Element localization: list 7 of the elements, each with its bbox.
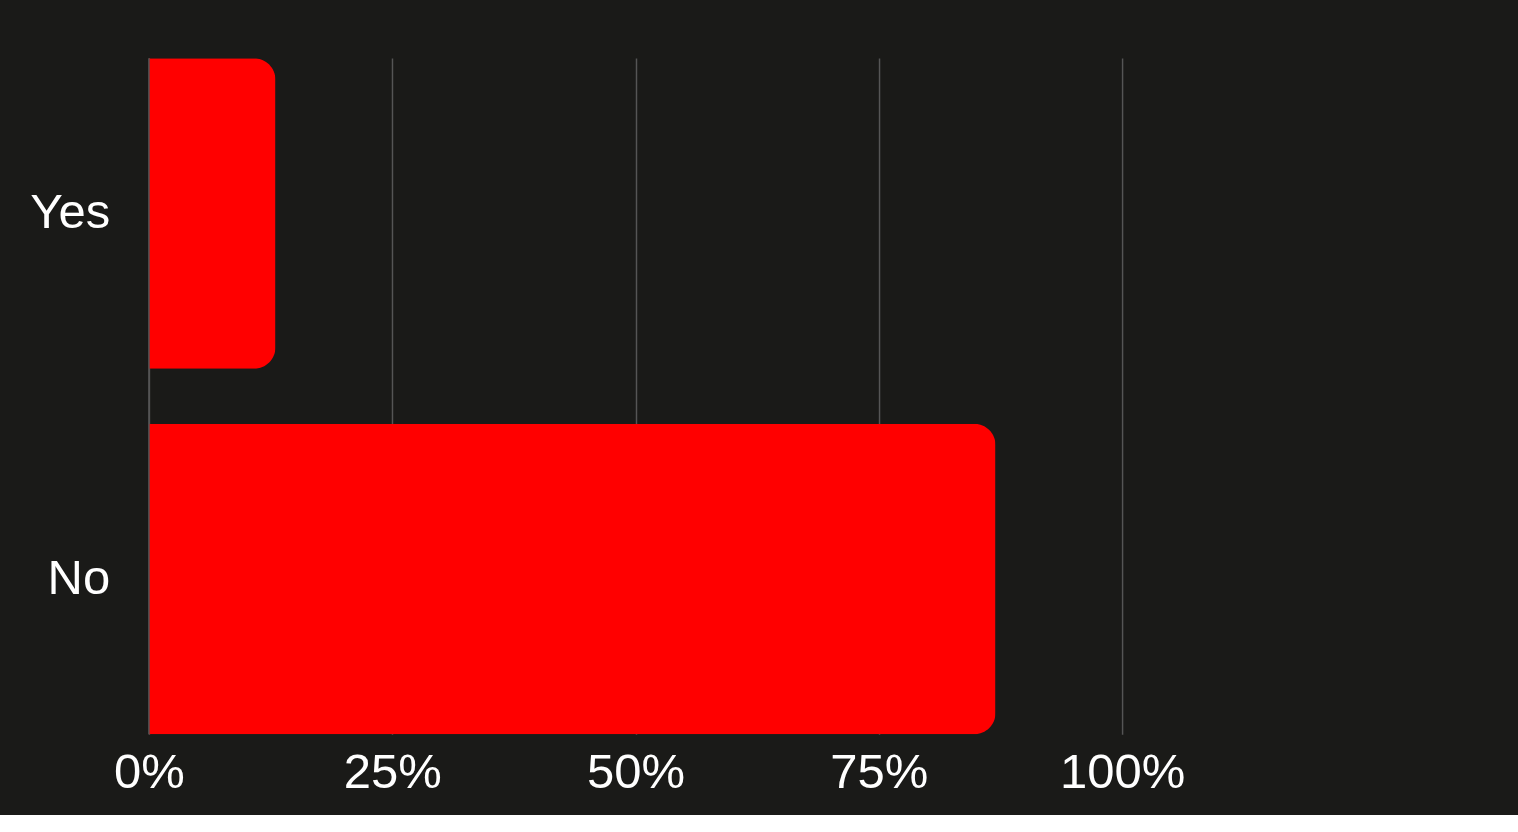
y-tick-label: Yes — [30, 184, 111, 239]
x-tick-label: 0% — [114, 743, 185, 798]
y-tick-label: No — [47, 549, 111, 604]
x-tick-label: 100% — [1059, 743, 1186, 798]
x-tick-label: 25% — [343, 743, 442, 798]
x-tick-label: 75% — [830, 743, 929, 798]
x-tick-label: 50% — [586, 743, 686, 798]
